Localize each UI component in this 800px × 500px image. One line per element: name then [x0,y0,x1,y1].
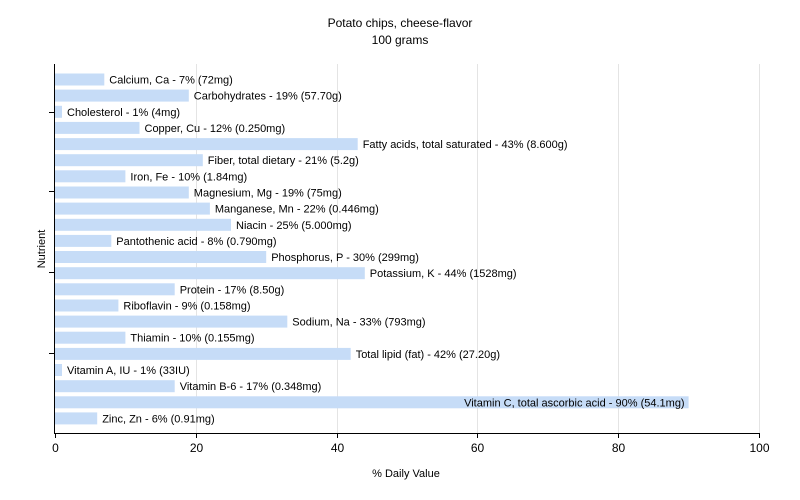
bar [55,251,267,263]
bar-label: Thiamin - 10% (0.155mg) [130,333,254,345]
bar [55,170,126,183]
bar-label: Iron, Fe - 10% (1.84mg) [130,171,247,183]
x-axis-ticks: 0 20 40 60 80 100 [52,433,770,455]
bar [55,218,231,231]
bar-label: Carbohydrates - 19% (57.70g) [194,91,342,103]
bar [55,283,175,296]
bar-label: Phosphorus, P - 30% (299mg) [271,252,419,264]
bar [55,73,105,86]
bars [55,73,689,425]
x-tick-label: 0 [52,441,59,455]
bar-label: Niacin - 25% (5.000mg) [236,220,352,232]
bar-label: Vitamin C, total ascorbic acid - 90% (54… [464,397,685,409]
bar [55,234,112,247]
chart-subtitle: 100 grams [372,33,429,47]
bar-label: Pantothenic acid - 8% (0.790mg) [116,236,276,248]
bar [55,202,210,215]
bar [55,364,62,376]
bar-label: Cholesterol - 1% (4mg) [67,107,180,119]
bar [55,380,175,393]
bar [55,331,126,344]
bar-label: Magnesium, Mg - 19% (75mg) [194,188,342,200]
bar [55,138,358,151]
bar [55,299,119,312]
bar-label: Sodium, Na - 33% (793mg) [292,317,425,329]
bar-label: Potassium, K - 44% (1528mg) [370,268,517,280]
bar-label: Calcium, Ca - 7% (72mg) [109,75,232,87]
bar-label: Manganese, Mn - 22% (0.446mg) [215,204,379,216]
bar [55,105,62,118]
bar [55,412,98,425]
x-axis-title: % Daily Value [372,468,440,480]
bar [55,186,189,199]
bar [55,347,351,360]
bar [55,315,288,328]
x-tick-label: 80 [612,441,626,455]
bar [55,121,140,134]
bar-label: Total lipid (fat) - 42% (27.20g) [356,349,500,361]
bar [55,396,689,409]
bar-label: Protein - 17% (8.50g) [180,284,285,296]
x-tick-label: 60 [471,441,485,455]
bar [55,267,365,280]
bar-label: Vitamin A, IU - 1% (33IU) [67,365,190,377]
bar [55,154,203,167]
bar [55,89,189,102]
x-tick-label: 40 [331,441,345,455]
grid-lines [196,64,760,433]
bar-labels: Calcium, Ca - 7% (72mg) Carbohydrates - 1… [67,75,685,426]
chart-title: Potato chips, cheese-flavor [328,16,473,30]
bar-label: Riboflavin - 9% (0.158mg) [123,301,250,313]
bar-label: Fatty acids, total saturated - 43% (8.60… [363,139,568,151]
bar-label: Fiber, total dietary - 21% (5.2g) [208,155,359,167]
bar-label: Vitamin B-6 - 17% (0.348mg) [180,381,322,393]
bar-label: Copper, Cu - 12% (0.250mg) [145,123,286,135]
x-tick-label: 20 [190,441,204,455]
y-axis-ticks [49,112,55,354]
y-axis-title: Nutrient [36,230,48,269]
x-tick-label: 100 [749,441,769,455]
bar-label: Zinc, Zn - 6% (0.91mg) [102,413,214,425]
